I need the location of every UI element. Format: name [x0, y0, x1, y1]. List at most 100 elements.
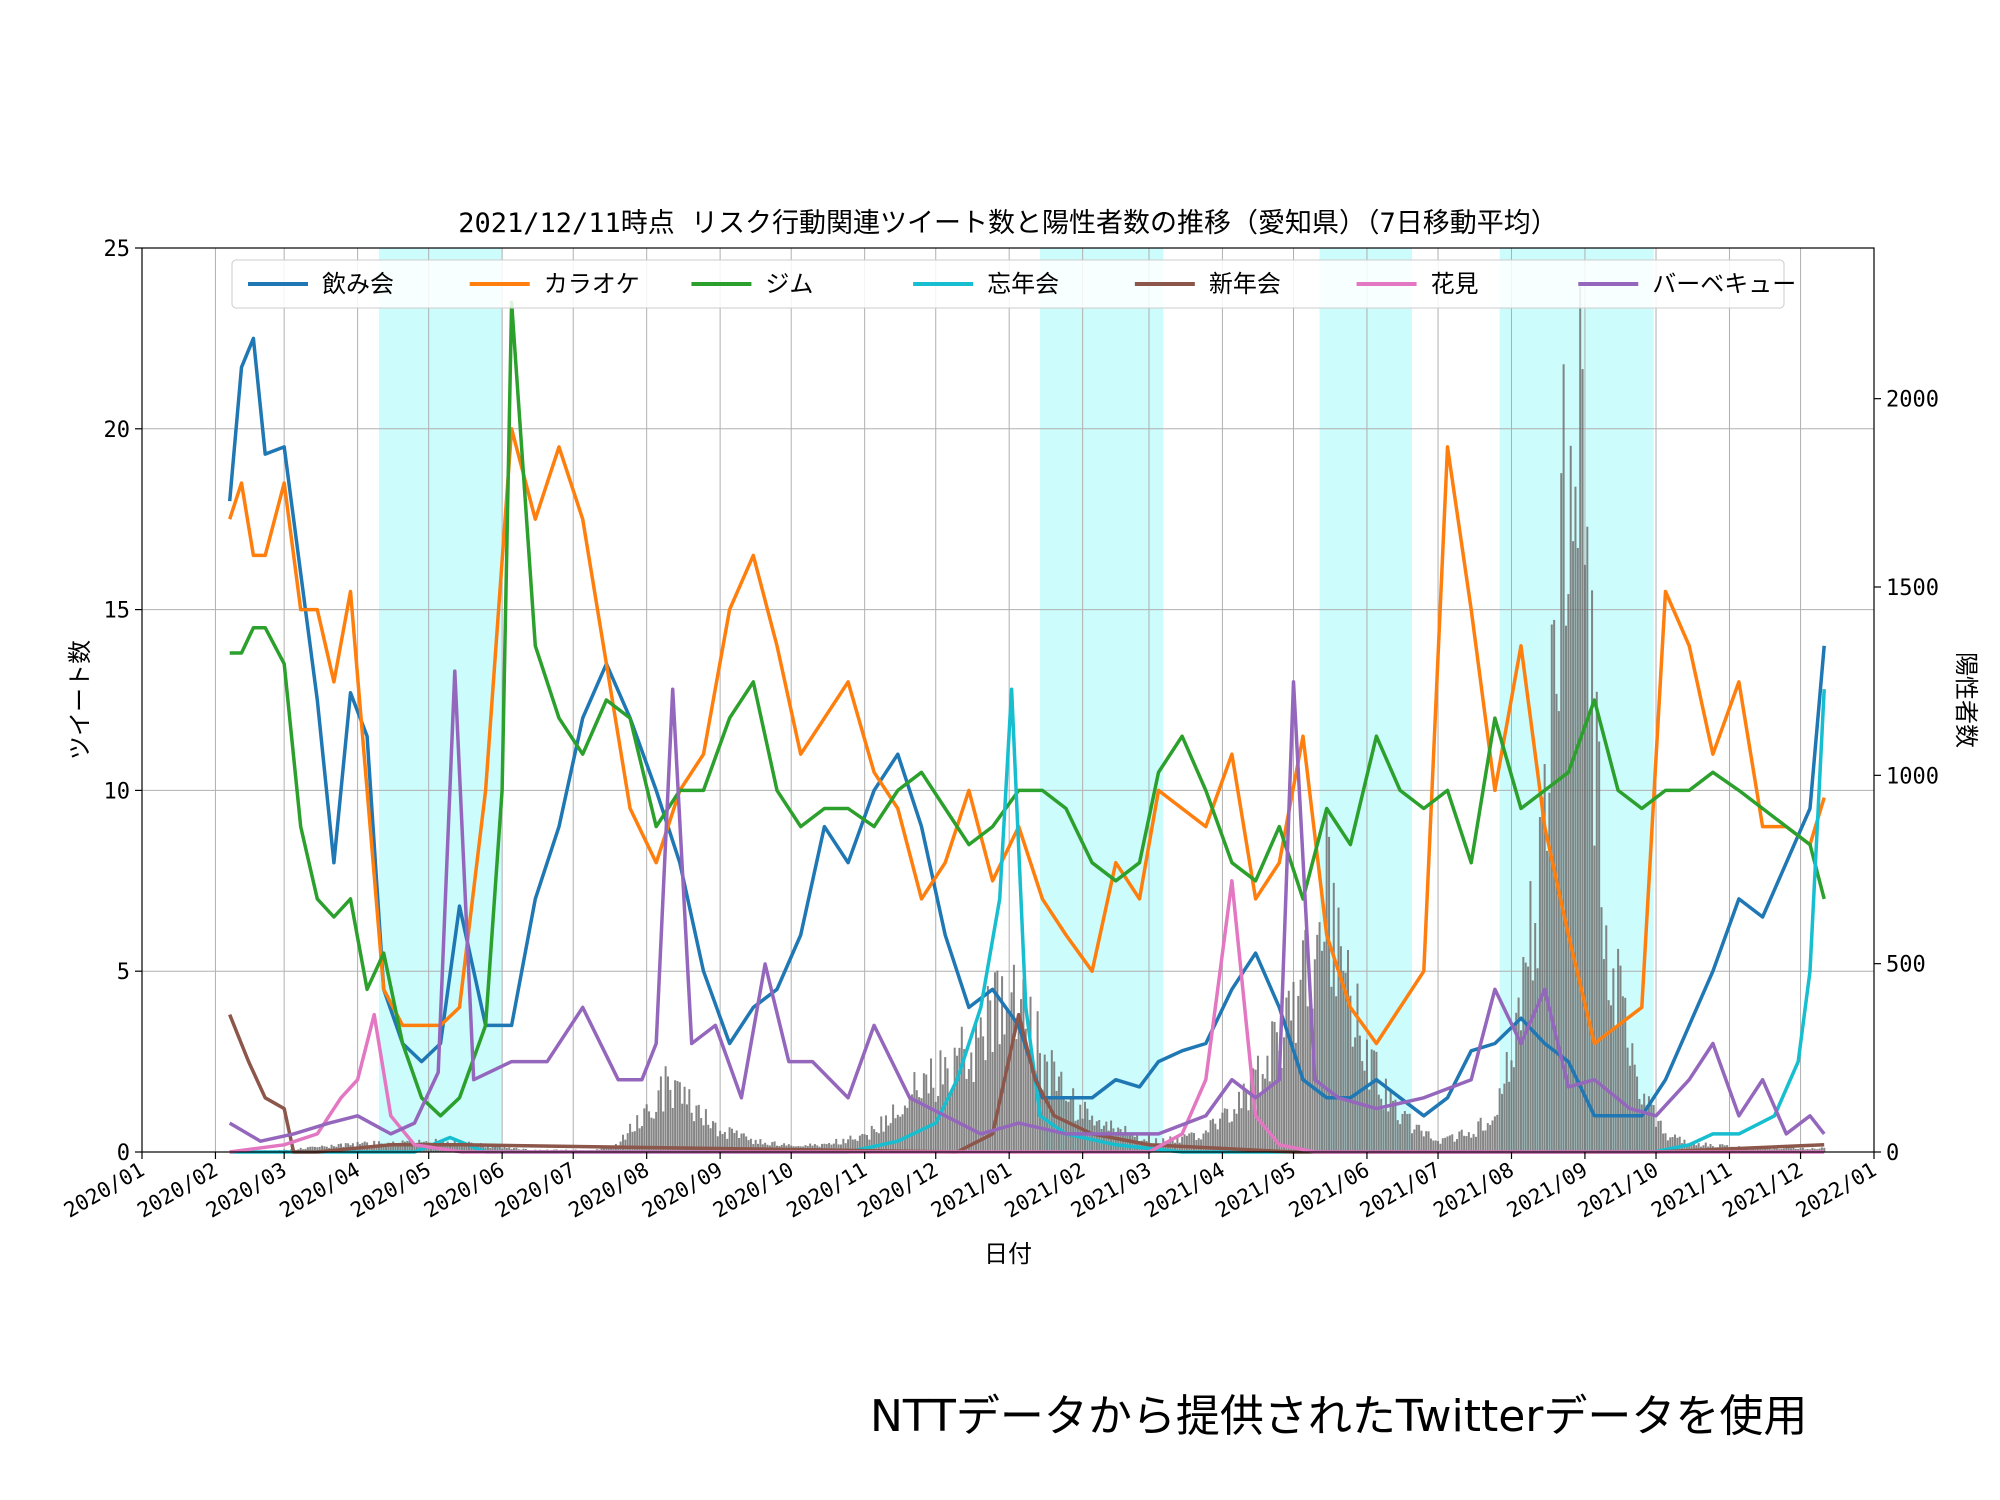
case-bar: [512, 1148, 515, 1152]
x-tick-label: 2020/10: [709, 1158, 798, 1223]
plot-frame: [141, 247, 1875, 1153]
case-bar: [330, 1144, 333, 1152]
case-bar: [927, 1093, 930, 1152]
case-bar: [1299, 979, 1302, 1152]
case-bar: [666, 1076, 669, 1152]
case-bar: [1370, 1049, 1373, 1152]
case-bar: [1297, 995, 1300, 1152]
case-bar: [484, 1147, 487, 1152]
case-bar: [1493, 1116, 1496, 1152]
case-bar: [1219, 1118, 1222, 1152]
case-bar: [1773, 1147, 1776, 1152]
case-bar: [446, 1141, 449, 1152]
case-bar: [1389, 1091, 1392, 1152]
case-bar: [610, 1146, 613, 1152]
case-bar: [1647, 1096, 1650, 1152]
case-bar: [389, 1145, 392, 1152]
y-axis-label: ツイート数: [66, 640, 94, 760]
case-bar: [1418, 1124, 1421, 1152]
case-bar: [1240, 1108, 1243, 1152]
case-bar: [1311, 1008, 1314, 1152]
case-bar: [1102, 1125, 1105, 1152]
case-bar: [704, 1109, 707, 1152]
case-bar: [1531, 980, 1534, 1152]
case-bar: [742, 1133, 745, 1152]
case-bar: [1188, 1133, 1191, 1152]
case-bar: [896, 1114, 899, 1152]
case-bar: [1022, 979, 1025, 1152]
case-bar: [1645, 1105, 1648, 1152]
case-bar: [937, 1096, 940, 1152]
case-bar: [697, 1104, 700, 1152]
legend-label-2: カラオケ: [544, 270, 640, 298]
case-bar: [1027, 1057, 1030, 1152]
case-bar: [1072, 1088, 1075, 1152]
case-bar: [915, 1090, 918, 1152]
case-bar: [984, 1060, 987, 1152]
case-bar: [1574, 486, 1577, 1152]
case-bar: [1823, 1147, 1826, 1152]
case-bar: [906, 1107, 909, 1152]
case-bar: [385, 1145, 388, 1152]
case-bar: [712, 1121, 715, 1152]
case-bar: [1320, 950, 1323, 1152]
case-bar: [1444, 1137, 1447, 1152]
legend-label-5: 新年会: [1209, 270, 1281, 298]
case-bar: [702, 1125, 705, 1152]
case-bar: [903, 1105, 906, 1152]
case-bar: [1617, 948, 1620, 1152]
case-bar: [1432, 1140, 1435, 1152]
legend: 飲み会 カラオケ ジム 忘年会 新年会 花見 バーベキュー: [231, 259, 1796, 309]
case-bar: [842, 1138, 845, 1152]
x-tick-label: 2021/10: [1574, 1158, 1663, 1223]
case-bar: [1408, 1113, 1411, 1152]
case-bar: [1484, 1130, 1487, 1152]
case-bar: [747, 1140, 750, 1152]
case-bar: [1598, 741, 1601, 1152]
case-bar: [1785, 1147, 1788, 1152]
case-bar: [1410, 1133, 1413, 1152]
case-bar: [880, 1116, 883, 1152]
case-bar: [821, 1143, 824, 1152]
case-bar: [1557, 711, 1560, 1152]
case-bar: [607, 1147, 610, 1152]
case-bar: [887, 1125, 890, 1152]
y-tick-label: 15: [104, 599, 131, 624]
case-bar: [1126, 1133, 1129, 1152]
case-bar: [1065, 1100, 1068, 1152]
case-bar: [638, 1128, 641, 1152]
case-bar: [963, 1049, 966, 1152]
case-bar: [1266, 1055, 1269, 1152]
case-bar: [1129, 1135, 1132, 1152]
case-bar: [1553, 619, 1556, 1152]
series-line-5: [228, 1012, 1825, 1154]
case-bar: [716, 1136, 719, 1152]
case-bar: [1280, 1067, 1283, 1152]
case-bar: [1034, 1071, 1037, 1152]
case-bar: [1012, 964, 1015, 1152]
case-bar: [830, 1144, 833, 1152]
case-bar: [1451, 1134, 1454, 1152]
case-bar: [1261, 1074, 1264, 1152]
case-bar: [1330, 986, 1333, 1152]
case-bar: [754, 1139, 757, 1152]
case-bar: [1041, 1089, 1044, 1152]
case-bar: [1238, 1091, 1241, 1152]
case-bar: [1671, 1137, 1674, 1152]
case-bar: [456, 1145, 459, 1152]
x-tick-label: 2020/05: [347, 1158, 436, 1223]
case-bar: [1029, 996, 1032, 1152]
case-bar: [1652, 1105, 1655, 1152]
case-bar: [1477, 1121, 1480, 1152]
case-bar: [1591, 590, 1594, 1152]
case-bar: [503, 1146, 506, 1152]
case-bar: [1114, 1131, 1117, 1152]
case-bar: [1688, 1143, 1691, 1152]
case-bar: [745, 1136, 748, 1152]
case-bar: [1519, 1030, 1522, 1152]
case-bar: [986, 986, 989, 1152]
case-bar: [847, 1139, 850, 1152]
case-bar: [1221, 1112, 1224, 1152]
case-bar: [1335, 996, 1338, 1152]
case-bar: [1358, 1035, 1361, 1152]
